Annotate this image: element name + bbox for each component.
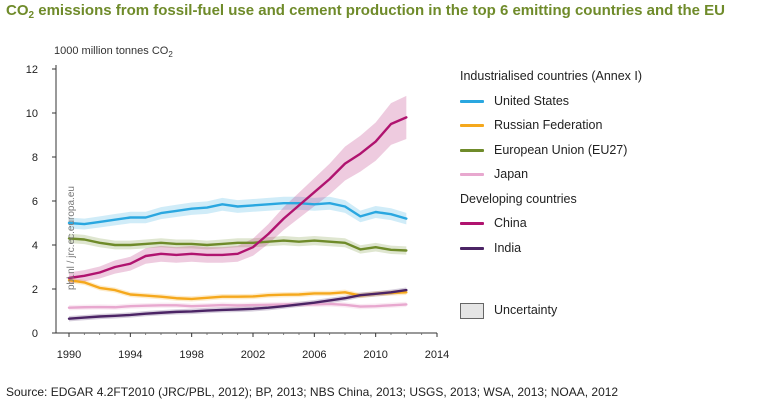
x-tick-label: 1990 (57, 349, 81, 361)
series-line (67, 288, 408, 320)
uncertainty-band (69, 95, 407, 284)
legend-label: United States (494, 93, 570, 108)
x-tick-label: 2006 (302, 349, 326, 361)
x-tick-label: 1998 (179, 349, 203, 361)
x-tick-label: 1994 (118, 349, 142, 361)
x-tick-label: 2010 (363, 349, 387, 361)
legend-item-european-union: European Union (EU27) (460, 140, 760, 165)
legend-label: Uncertainty (494, 303, 558, 317)
x-tick-label: 2014 (425, 349, 449, 361)
legend-swatch (460, 222, 484, 225)
legend-group-developing: Developing countries (460, 191, 577, 206)
title-rest: emissions from fossil-fuel use and cemen… (34, 2, 725, 19)
y-tick-label: 12 (26, 64, 38, 76)
legend-item-united-states: United States (460, 91, 760, 116)
legend-swatch (460, 99, 484, 103)
legend-item-japan: Japan (460, 164, 760, 189)
legend-swatch (460, 124, 484, 127)
title-subscript: 2 (28, 10, 35, 21)
uncertainty-swatch (460, 303, 484, 319)
legend-item-uncertainty: Uncertainty (460, 300, 557, 320)
watermark: pbl.nl / jrc.ec.europa.eu (66, 186, 77, 290)
series-line (67, 116, 408, 280)
legend-item-india: India (460, 238, 760, 263)
series-line (67, 201, 408, 226)
y-tick-label: 8 (32, 152, 38, 164)
legend-swatch (460, 173, 484, 176)
legend-item-china: China (460, 213, 760, 238)
x-tick-label: 2002 (241, 349, 265, 361)
y-tick-label: 2 (32, 284, 38, 296)
series-line (67, 279, 408, 301)
legend-swatch (460, 246, 484, 250)
series-line (67, 302, 408, 309)
legend-item-russian-federation: Russian Federation (460, 115, 760, 140)
legend-swatch (460, 148, 484, 152)
legend: Industrialised countries (Annex I) Unite… (460, 66, 760, 262)
uncertainty-band (69, 233, 407, 255)
legend-label: Japan (494, 167, 529, 181)
y-tick-label: 4 (32, 240, 38, 252)
chart-title: CO2 emissions from fossil-fuel use and c… (6, 2, 725, 21)
legend-label: Russian Federation (494, 118, 603, 132)
y-tick-label: 0 (32, 328, 38, 340)
series-line (67, 237, 408, 252)
legend-label: India (494, 240, 522, 255)
unit-main: 1000 million tonnes CO (54, 45, 169, 57)
y-axis-unit: 1000 million tonnes CO2 (54, 45, 173, 59)
legend-group-industrialised: Industrialised countries (Annex I) (460, 69, 643, 83)
unit-subscript: 2 (168, 50, 173, 59)
source-note: Source: EDGAR 4.2FT2010 (JRC/PBL, 2012);… (6, 385, 619, 399)
title-co: CO (6, 2, 29, 19)
y-tick-label: 6 (32, 196, 38, 208)
legend-label: China (494, 216, 527, 230)
legend-label: European Union (EU27) (494, 142, 628, 157)
y-tick-label: 10 (26, 108, 38, 120)
